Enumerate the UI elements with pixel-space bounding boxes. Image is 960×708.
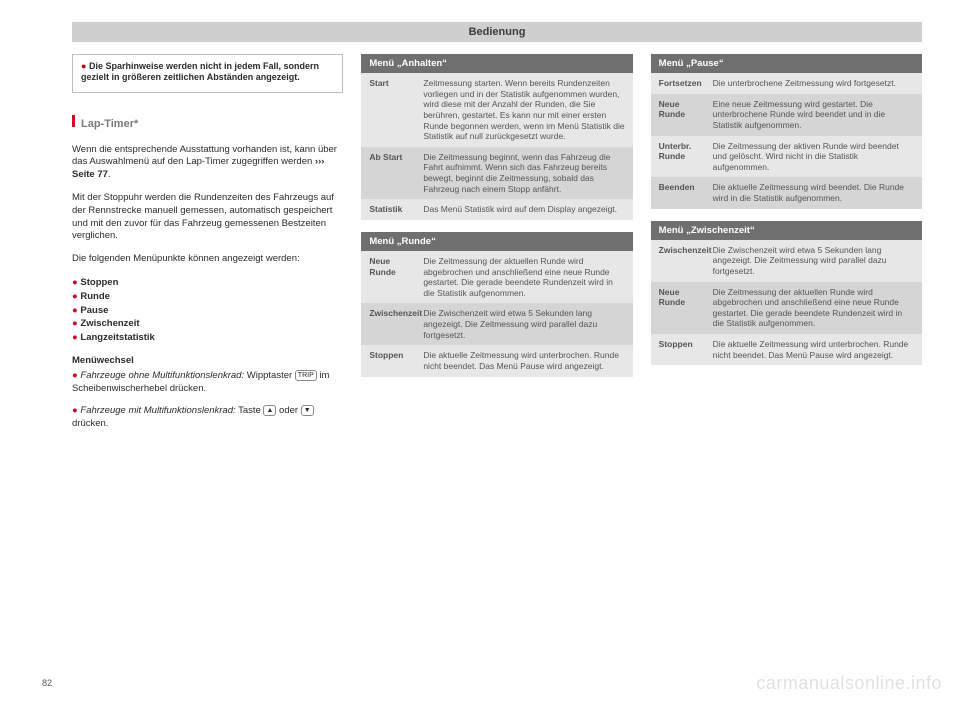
trip-key-icon: TRIP xyxy=(295,370,317,381)
page-title: Bedienung xyxy=(469,26,526,38)
subheading-menuwechsel: Menüwechsel xyxy=(72,355,343,366)
table-row: Statistik Das Menü Statistik wird auf de… xyxy=(361,199,632,220)
row-value: Die Zeitmessung beginnt, wenn das Fahrze… xyxy=(419,147,632,200)
mw1-label: Fahrzeuge ohne Multifunktionslenkrad: xyxy=(80,370,244,381)
menu-pause: Menü „Pause“ Fortsetzen Die unterbrochen… xyxy=(651,54,922,209)
p1c: . xyxy=(108,169,111,180)
row-key: Start xyxy=(361,73,419,147)
mw2-b: Taste xyxy=(236,405,264,416)
mw1-b: Wipptaster xyxy=(244,370,295,381)
row-value: Die unterbrochene Zeitmessung wird fortg… xyxy=(709,73,922,94)
note-box: ● Die Sparhinweise werden nicht in jedem… xyxy=(72,54,343,93)
column-1: ● Die Sparhinweise werden nicht in jedem… xyxy=(72,54,343,441)
menu-title: Menü „Pause“ xyxy=(651,54,922,73)
section-heading: Lap-Timer* xyxy=(72,115,343,130)
row-value: Die aktuelle Zeitmessung wird unterbroch… xyxy=(709,334,922,365)
menu-title: Menü „Anhalten“ xyxy=(361,54,632,73)
section-title: Lap-Timer* xyxy=(81,118,138,130)
menu-zwischenzeit: Menü „Zwischenzeit“ Zwischenzeit Die Zwi… xyxy=(651,221,922,366)
row-key: Ab Start xyxy=(361,147,419,200)
row-key: Zwischenzeit xyxy=(361,303,419,345)
bullet-icon: ● xyxy=(72,370,78,381)
row-key: Statistik xyxy=(361,199,419,220)
row-key: Neue Runde xyxy=(361,251,419,304)
note-text: Die Sparhinweise werden nicht in jedem F… xyxy=(81,61,319,82)
row-key: Fortsetzen xyxy=(651,73,709,94)
row-value: Die Zeitmessung der aktuellen Runde wird… xyxy=(709,282,922,335)
menu-anhalten: Menü „Anhalten“ Start Zeitmessung starte… xyxy=(361,54,632,220)
table-row: Stoppen Die aktuelle Zeitmessung wird un… xyxy=(651,334,922,365)
menuwechsel-item-1: ● Fahrzeuge ohne Multifunktionslenkrad: … xyxy=(72,370,343,396)
menuwechsel-item-2: ● Fahrzeuge mit Multifunktionslenkrad: T… xyxy=(72,405,343,431)
row-value: Die Zwischenzeit wird etwa 5 Sekunden la… xyxy=(709,240,922,282)
row-value: Eine neue Zeitmessung wird gestartet. Di… xyxy=(709,94,922,136)
down-key-icon: ▼ xyxy=(301,405,314,416)
bullet-list: ● Stoppen ● Runde ● Pause ● Zwischenzeit… xyxy=(72,276,343,345)
column-3: Menü „Pause“ Fortsetzen Die unterbrochen… xyxy=(651,54,922,441)
list-item-label: Runde xyxy=(80,291,110,302)
table-row: Neue Runde Eine neue Zeitmessung wird ge… xyxy=(651,94,922,136)
row-value: Die Zwischenzeit wird etwa 5 Sekunden la… xyxy=(419,303,632,345)
list-item-label: Zwischenzeit xyxy=(80,318,139,329)
paragraph-3: Die folgenden Menüpunkte können angezeig… xyxy=(72,253,343,266)
row-value: Das Menü Statistik wird auf dem Display … xyxy=(419,199,632,220)
bullet-icon: ● xyxy=(72,332,78,343)
column-2: Menü „Anhalten“ Start Zeitmessung starte… xyxy=(361,54,632,441)
mw2-label: Fahrzeuge mit Multifunktionslenkrad: xyxy=(80,405,235,416)
list-item-label: Pause xyxy=(80,305,108,316)
table-row: Beenden Die aktuelle Zeitmessung wird be… xyxy=(651,177,922,208)
list-item: ● Zwischenzeit xyxy=(72,317,343,331)
page-root: Bedienung ● Die Sparhinweise werden nich… xyxy=(0,0,960,441)
table-row: Fortsetzen Die unterbrochene Zeitmessung… xyxy=(651,73,922,94)
row-key: Beenden xyxy=(651,177,709,208)
table-row: Start Zeitmessung starten. Wenn bereits … xyxy=(361,73,632,147)
list-item-label: Stoppen xyxy=(80,277,118,288)
row-value: Die aktuelle Zeitmessung wird beendet. D… xyxy=(709,177,922,208)
row-key: Stoppen xyxy=(361,345,419,376)
row-key: Neue Runde xyxy=(651,282,709,335)
menu-title: Menü „Runde“ xyxy=(361,232,632,251)
up-key-icon: ▲ xyxy=(263,405,276,416)
table-row: Zwischenzeit Die Zwischenzeit wird etwa … xyxy=(361,303,632,345)
row-value: Die Zeitmessung der aktiven Runde wird b… xyxy=(709,136,922,178)
row-key: Zwischenzeit xyxy=(651,240,709,282)
bullet-icon: ● xyxy=(72,291,78,302)
row-value: Zeitmessung starten. Wenn bereits Runden… xyxy=(419,73,632,147)
table-row: Stoppen Die aktuelle Zeitmessung wird un… xyxy=(361,345,632,376)
bullet-icon: ● xyxy=(72,277,78,288)
table-row: Ab Start Die Zeitmessung beginnt, wenn d… xyxy=(361,147,632,200)
row-key: Neue Runde xyxy=(651,94,709,136)
table-row: Unterbr. Runde Die Zeitmessung der aktiv… xyxy=(651,136,922,178)
row-key: Unterbr. Runde xyxy=(651,136,709,178)
list-item: ● Runde xyxy=(72,290,343,304)
bullet-icon: ● xyxy=(81,61,86,71)
page-title-bar: Bedienung xyxy=(72,22,922,42)
list-item: ● Pause xyxy=(72,304,343,318)
mw2-d: drücken. xyxy=(72,418,108,429)
table-row: Neue Runde Die Zeitmessung der aktuellen… xyxy=(651,282,922,335)
section-bar-icon xyxy=(72,115,75,127)
p1a: Wenn die entsprechende Ausstattung vorha… xyxy=(72,144,337,168)
paragraph-2: Mit der Stoppuhr werden die Rundenzeiten… xyxy=(72,192,343,243)
table-row: Neue Runde Die Zeitmessung der aktuellen… xyxy=(361,251,632,304)
bullet-icon: ● xyxy=(72,318,78,329)
paragraph-1: Wenn die entsprechende Ausstattung vorha… xyxy=(72,144,343,182)
row-key: Stoppen xyxy=(651,334,709,365)
content-columns: ● Die Sparhinweise werden nicht in jedem… xyxy=(72,54,922,441)
menu-runde: Menü „Runde“ Neue Runde Die Zeitmessung … xyxy=(361,232,632,377)
row-value: Die aktuelle Zeitmessung wird unterbroch… xyxy=(419,345,632,376)
table-row: Zwischenzeit Die Zwischenzeit wird etwa … xyxy=(651,240,922,282)
page-number: 82 xyxy=(42,678,52,688)
mw2-c: oder xyxy=(276,405,300,416)
bullet-icon: ● xyxy=(72,405,78,416)
bullet-icon: ● xyxy=(72,305,78,316)
menu-title: Menü „Zwischenzeit“ xyxy=(651,221,922,240)
list-item: ● Langzeitstatistik xyxy=(72,331,343,345)
watermark: carmanualsonline.info xyxy=(756,673,942,694)
list-item-label: Langzeitstatistik xyxy=(80,332,154,343)
list-item: ● Stoppen xyxy=(72,276,343,290)
row-value: Die Zeitmessung der aktuellen Runde wird… xyxy=(419,251,632,304)
